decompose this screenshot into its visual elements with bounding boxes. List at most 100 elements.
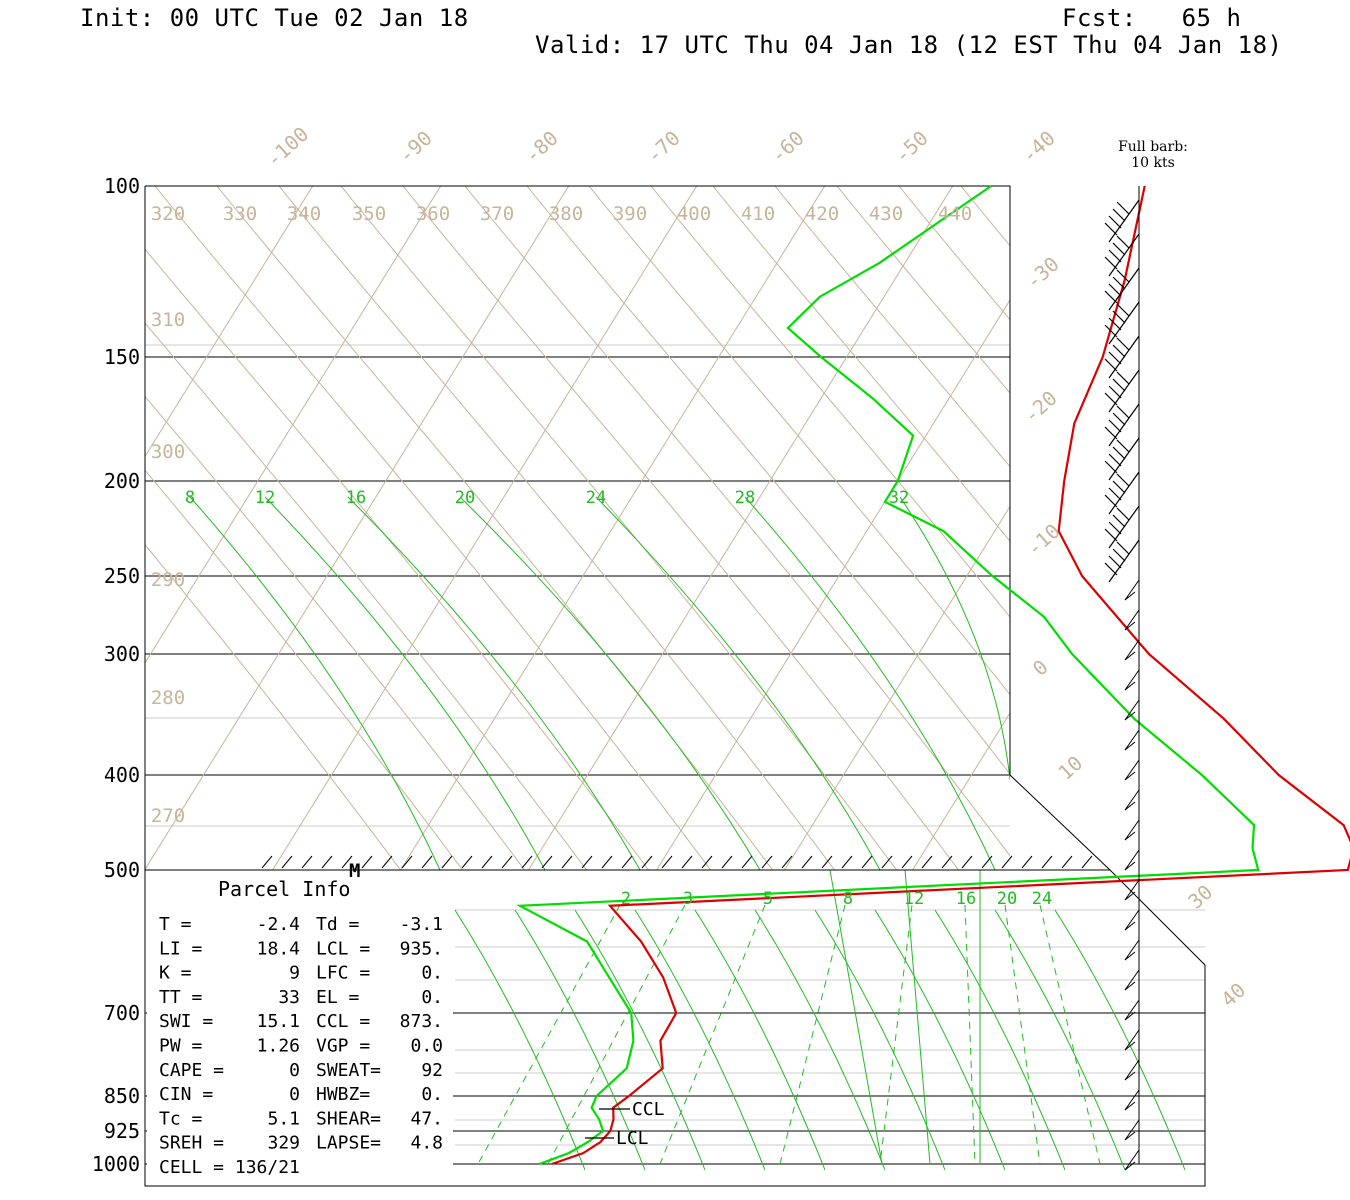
wind-barb-flag xyxy=(1124,741,1136,751)
parcel-info-cell: T = xyxy=(159,914,192,935)
parcel-info-cell: 873. xyxy=(400,1011,443,1032)
parcel-info-cell: SWEAT= xyxy=(316,1060,381,1081)
dry-adiabat xyxy=(145,469,464,870)
lcl-label: LCL xyxy=(616,1128,649,1149)
background-lines xyxy=(145,186,1186,1171)
wind-barb xyxy=(1108,437,1140,481)
temperature-label: -80 xyxy=(520,126,563,168)
valid-time: Valid: 17 UTC Thu 04 Jan 18 (12 EST Thu … xyxy=(535,31,1283,59)
hatch-mark xyxy=(401,855,413,869)
moist-adiabat xyxy=(1054,909,1186,1171)
temperature-label: 10 xyxy=(1053,751,1087,785)
wind-barb-flag xyxy=(1124,651,1136,661)
hatch-mark xyxy=(581,855,593,869)
hatch-mark xyxy=(661,855,673,869)
theta-label: 330 xyxy=(223,203,257,225)
wind-barb xyxy=(1124,639,1140,661)
wind-barb-flag xyxy=(1124,831,1136,841)
isotherm xyxy=(656,299,1010,870)
moist-adiabat xyxy=(634,909,766,1171)
hatch-mark xyxy=(521,855,533,869)
wind-barb-flag xyxy=(1104,256,1118,270)
mixing-ratio-label: 24 xyxy=(1032,889,1052,909)
mixing-ratio-label: 2 xyxy=(621,889,631,909)
theta-label: 280 xyxy=(151,687,185,709)
wind-barb xyxy=(1108,369,1140,413)
wind-barb-flag xyxy=(1112,276,1126,290)
wind-barb-flag xyxy=(1108,351,1122,365)
parcel-info-cell: 0.0 xyxy=(410,1036,443,1057)
hatch-mark xyxy=(1081,855,1093,869)
temperature-label: -30 xyxy=(1021,252,1064,294)
wind-barb xyxy=(1124,699,1140,721)
isotherm xyxy=(272,186,698,870)
parcel-info-cell: TT = xyxy=(159,987,203,1008)
mixing-ratio-label: 28 xyxy=(735,488,755,508)
pressure-label: 400 xyxy=(104,763,140,787)
temperature-label: 30 xyxy=(1183,880,1217,914)
wind-barb-flag xyxy=(1116,201,1130,215)
wind-barb xyxy=(1124,669,1140,691)
parcel-info-cell: 15.1 xyxy=(257,1011,300,1032)
temperature-label: -90 xyxy=(394,126,437,168)
wind-barb xyxy=(1124,609,1140,631)
temperature-label: -20 xyxy=(1019,386,1062,428)
isotherm-line xyxy=(904,870,931,1165)
mixing-ratio-line xyxy=(547,904,686,1165)
wind-barb xyxy=(1124,1029,1140,1051)
hatch-mark xyxy=(741,855,753,869)
hatch-mark xyxy=(301,855,313,869)
theta-label: 430 xyxy=(869,203,903,225)
forecast-hour: Fcst: 65 h xyxy=(1062,4,1242,32)
wind-barb xyxy=(1108,199,1140,243)
parcel-info-cell: 9 xyxy=(289,963,300,984)
wind-barb-flag xyxy=(1124,591,1136,601)
wind-barb-flag xyxy=(1112,514,1126,528)
wind-barb-flag xyxy=(1112,344,1126,358)
wind-barb-flag xyxy=(1104,222,1118,236)
wind-barb-flag xyxy=(1108,487,1122,501)
mixing-ratio-label: 16 xyxy=(346,488,366,508)
dry-adiabat xyxy=(216,186,774,870)
parcel-info-cell: CAPE = xyxy=(159,1060,224,1081)
hatch-mark xyxy=(981,855,993,869)
wind-barb-flag xyxy=(1108,215,1122,229)
parcel-info-cell: LAPSE= xyxy=(316,1133,381,1154)
mixing-ratio-label: 16 xyxy=(956,889,976,909)
wind-barb-flag xyxy=(1124,921,1136,931)
wind-barb xyxy=(1108,301,1140,345)
mixing-ratio-label: 8 xyxy=(843,889,853,909)
theta-label: 270 xyxy=(151,805,185,827)
theta-label: 290 xyxy=(151,569,185,591)
mixing-ratio-label: 20 xyxy=(455,488,475,508)
dry-adiabat xyxy=(526,186,1010,775)
hatch-mark xyxy=(841,855,853,869)
isotherm xyxy=(400,186,826,870)
hatch-mark xyxy=(861,855,873,869)
hatch-mark xyxy=(561,855,573,869)
wind-barb xyxy=(1124,1119,1140,1141)
hatch-mark xyxy=(361,855,373,869)
hatch-mark xyxy=(601,855,613,869)
dry-adiabat xyxy=(588,186,1010,696)
isotherm-line xyxy=(829,870,883,1165)
mixing-ratio-line xyxy=(879,904,913,1165)
hatch-mark xyxy=(461,855,473,869)
parcel-info-cell: -3.1 xyxy=(400,914,443,935)
hatch-mark xyxy=(261,855,273,869)
wind-barb-flag xyxy=(1116,337,1130,351)
moist-adiabat xyxy=(814,909,946,1171)
hatch-mark xyxy=(1021,855,1033,869)
parcel-info-cell: CIN = xyxy=(159,1084,213,1105)
mixing-ratio-label: 12 xyxy=(255,488,275,508)
parcel-info-cell: 0. xyxy=(421,987,443,1008)
wind-barb-flag xyxy=(1124,711,1136,721)
wind-barb-flag xyxy=(1108,521,1122,535)
hatch-mark xyxy=(901,855,913,869)
hatch-mark xyxy=(1001,855,1013,869)
wind-barb-flag xyxy=(1124,681,1136,691)
parcel-info-cell: 1.26 xyxy=(257,1036,300,1057)
wind-barbs xyxy=(1104,186,1140,1171)
parcel-info-cell: 935. xyxy=(400,938,443,959)
moist-adiabat xyxy=(514,909,646,1171)
